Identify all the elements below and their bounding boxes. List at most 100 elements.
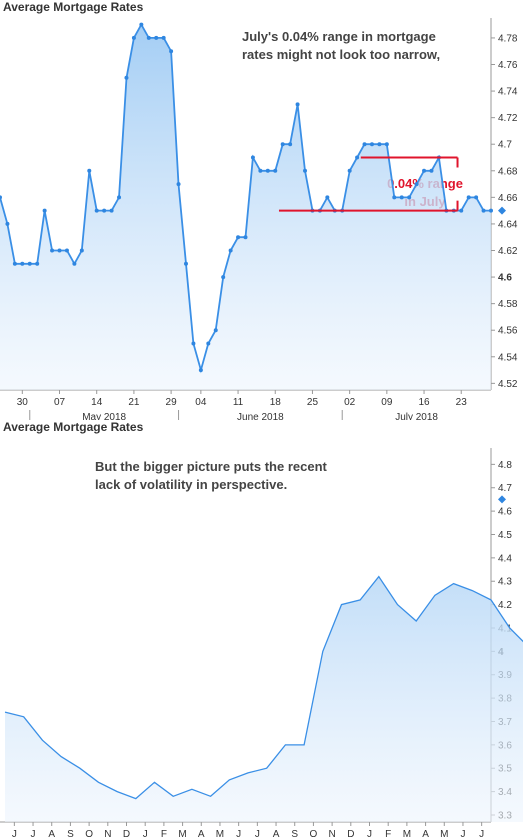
x-tick-label: S [67,829,74,840]
data-point [102,208,107,213]
data-point [79,248,84,253]
top-chart-svg: 4.52 4.54 4.56 4.58 4.6 4.62 4.64 4.66 4.68 4.7 4.… [0,18,518,420]
data-point [362,142,367,147]
data-point [35,261,40,266]
x-tick-label: M [440,829,448,840]
x-tick-label: J [236,829,241,840]
x-tick-label: 14 [91,397,103,408]
series-area [0,24,491,390]
x-tick-label: 23 [456,397,468,408]
data-point [146,35,151,40]
data-point [57,248,62,253]
y-tick-label: 4.58 [498,299,518,310]
x-tick-label: 07 [54,397,66,408]
x-tick-label: M [178,829,186,840]
annotation-text: But the bigger picture puts the recent l… [95,458,327,494]
x-tick-label: J [255,829,260,840]
data-point [377,142,382,147]
data-point [265,168,270,173]
annotation-text: July's 0.04% range in mortgage rates mig… [242,28,440,64]
data-point [0,195,2,200]
x-tick-label: N [104,829,111,840]
x-tick-label: O [310,829,318,840]
y-tick-label: 4.5 [498,530,512,541]
x-tick-label: 02 [344,397,356,408]
data-point [288,142,293,147]
y-tick-label: 4.64 [498,219,518,230]
chart-title: Average Mortgage Rates [3,0,144,14]
data-point [87,168,92,173]
data-point [176,182,181,187]
x-tick-label: 29 [166,397,178,408]
data-point [347,168,352,173]
data-point [325,195,330,200]
data-point [154,35,159,40]
x-tick-label: N [328,829,335,840]
data-point [228,248,233,253]
y-tick-label: 4.7 [498,140,512,151]
series-area [5,576,523,822]
x-tick-label: 18 [270,397,282,408]
data-point [392,195,397,200]
data-point [5,221,10,226]
series-line [4,575,523,800]
data-point [399,195,404,200]
x-tick-label: F [385,829,391,840]
x-tick-label: 21 [128,397,140,408]
x-tick-label: F [161,829,167,840]
y-tick-label: 4.2 [498,600,512,611]
x-tick-label: O [85,829,93,840]
data-point [206,341,211,346]
y-tick-label: 4.52 [498,379,518,390]
y-tick-label: 4.4 [498,553,512,564]
data-point [384,142,389,147]
data-point [221,275,226,280]
annotation-line: But the bigger picture puts the recent [95,459,327,474]
last-value-marker [498,206,506,215]
data-point [139,22,144,27]
data-point [295,102,300,107]
x-tick-label: 04 [195,397,207,408]
x-tick-label: 30 [17,397,29,408]
data-point [489,208,493,213]
data-point [481,208,486,213]
data-point [42,208,47,213]
y-tick-label: 4.62 [498,246,518,257]
data-point [422,168,427,173]
data-point [161,35,166,40]
data-point [50,248,55,253]
x-tick-label: 25 [307,397,319,408]
data-point [236,235,241,240]
annotation-line: lack of volatility in perspective. [95,477,288,492]
data-point [459,208,464,213]
y-tick-label: 4.72 [498,113,518,124]
x-tick-label: J [12,829,17,840]
data-point [474,195,479,200]
x-tick-label: A [273,829,280,840]
data-point [369,142,374,147]
y-tick-label: 4.6 [498,507,512,518]
data-point [198,368,203,373]
chart-title: Average Mortgage Rates [3,420,144,434]
data-point [169,49,174,54]
annotation-line: rates might not look too narrow, [242,47,441,62]
x-tick-label: A [422,829,429,840]
x-tick-label: J [367,829,372,840]
data-point [258,168,263,173]
x-tick-label: S [291,829,298,840]
data-point [109,208,114,213]
data-point [72,261,77,266]
data-point [64,248,69,253]
top-chart: Average Mortgage Rates July's 0.04% rang… [0,0,518,420]
data-point [429,168,434,173]
x-tick-label: 16 [418,397,430,408]
annotation-line: July's 0.04% range in mortgage [242,29,436,44]
data-point [20,261,25,266]
data-point [213,328,218,333]
x-tick-label: M [216,829,224,840]
y-tick-label: 4.76 [498,60,518,71]
y-tick-label: 4.7 [498,483,512,494]
y-tick-label: 4.66 [498,193,518,204]
data-point [243,235,248,240]
x-tick-label: A [48,829,55,840]
